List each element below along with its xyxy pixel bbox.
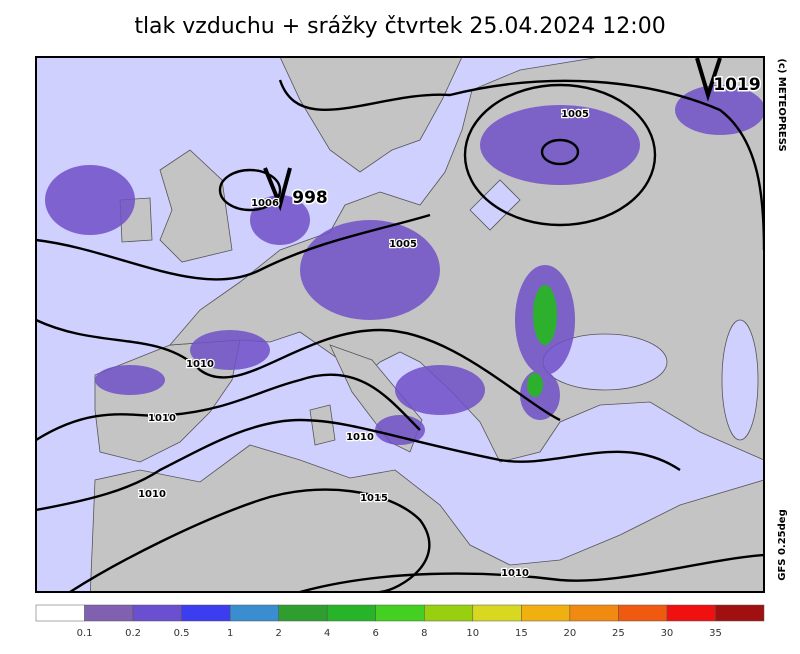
isobar-label: 1010 [148,413,176,424]
heavy-precipitation [527,285,557,397]
isobars [36,79,764,592]
legend-tick-label: 25 [612,628,625,639]
isobar-label: 1010 [501,568,529,579]
map-frame [35,56,765,593]
isobar-label: 1005 [561,109,589,120]
legend-swatch [521,604,571,622]
legend-tick-label: 10 [466,628,479,639]
isobar-label: 1015 [360,493,388,504]
isobar-label: 1006 [251,198,279,209]
legend-tick-label: 1 [227,628,233,639]
legend-swatch [35,604,85,622]
legend-swatch [84,604,134,622]
legend-swatch [666,604,716,622]
model-label: GFS 0.25deg [777,509,788,581]
legend-tick-label: 30 [661,628,674,639]
legend-tick-label: 15 [515,628,528,639]
legend-tick-label: 35 [709,628,722,639]
legend-swatch [424,604,474,622]
pressure-center-value: 1019 [713,75,760,95]
isobar-label: 1010 [186,359,214,370]
legend-tick-label: 20 [563,628,576,639]
legend-tick-label: 8 [421,628,427,639]
legend-swatch [278,604,328,622]
high-mark [695,57,722,102]
legend-tick-label: 0.5 [174,628,190,639]
legend-swatch [132,604,182,622]
legend-tick-label: 0.2 [125,628,141,639]
legend-tick-label: 0.1 [77,628,93,639]
inland-seas [469,179,759,441]
legend-tick-label: 6 [373,628,379,639]
isobar-label: 1005 [389,239,417,250]
low-mark [263,167,292,212]
legend-swatch [569,604,619,622]
legend-tick-label: 4 [324,628,330,639]
legend-tick-label: 2 [275,628,281,639]
pressure-center-value: 998 [292,188,328,208]
legend-swatch [375,604,425,622]
map-area [36,57,764,592]
legend-swatch [229,604,279,622]
legend-swatch [618,604,668,622]
precipitation [45,85,764,445]
legend-swatch [715,604,765,622]
isobar-label: 1010 [138,489,166,500]
legend-swatch [181,604,231,622]
legend-swatch [326,604,376,622]
isobar-label: 1010 [346,432,374,443]
title: tlak vzduchu + srážky čtvrtek 25.04.2024… [134,14,665,39]
legend-swatch [472,604,522,622]
copyright: (c) METEOPRESS [776,58,787,151]
